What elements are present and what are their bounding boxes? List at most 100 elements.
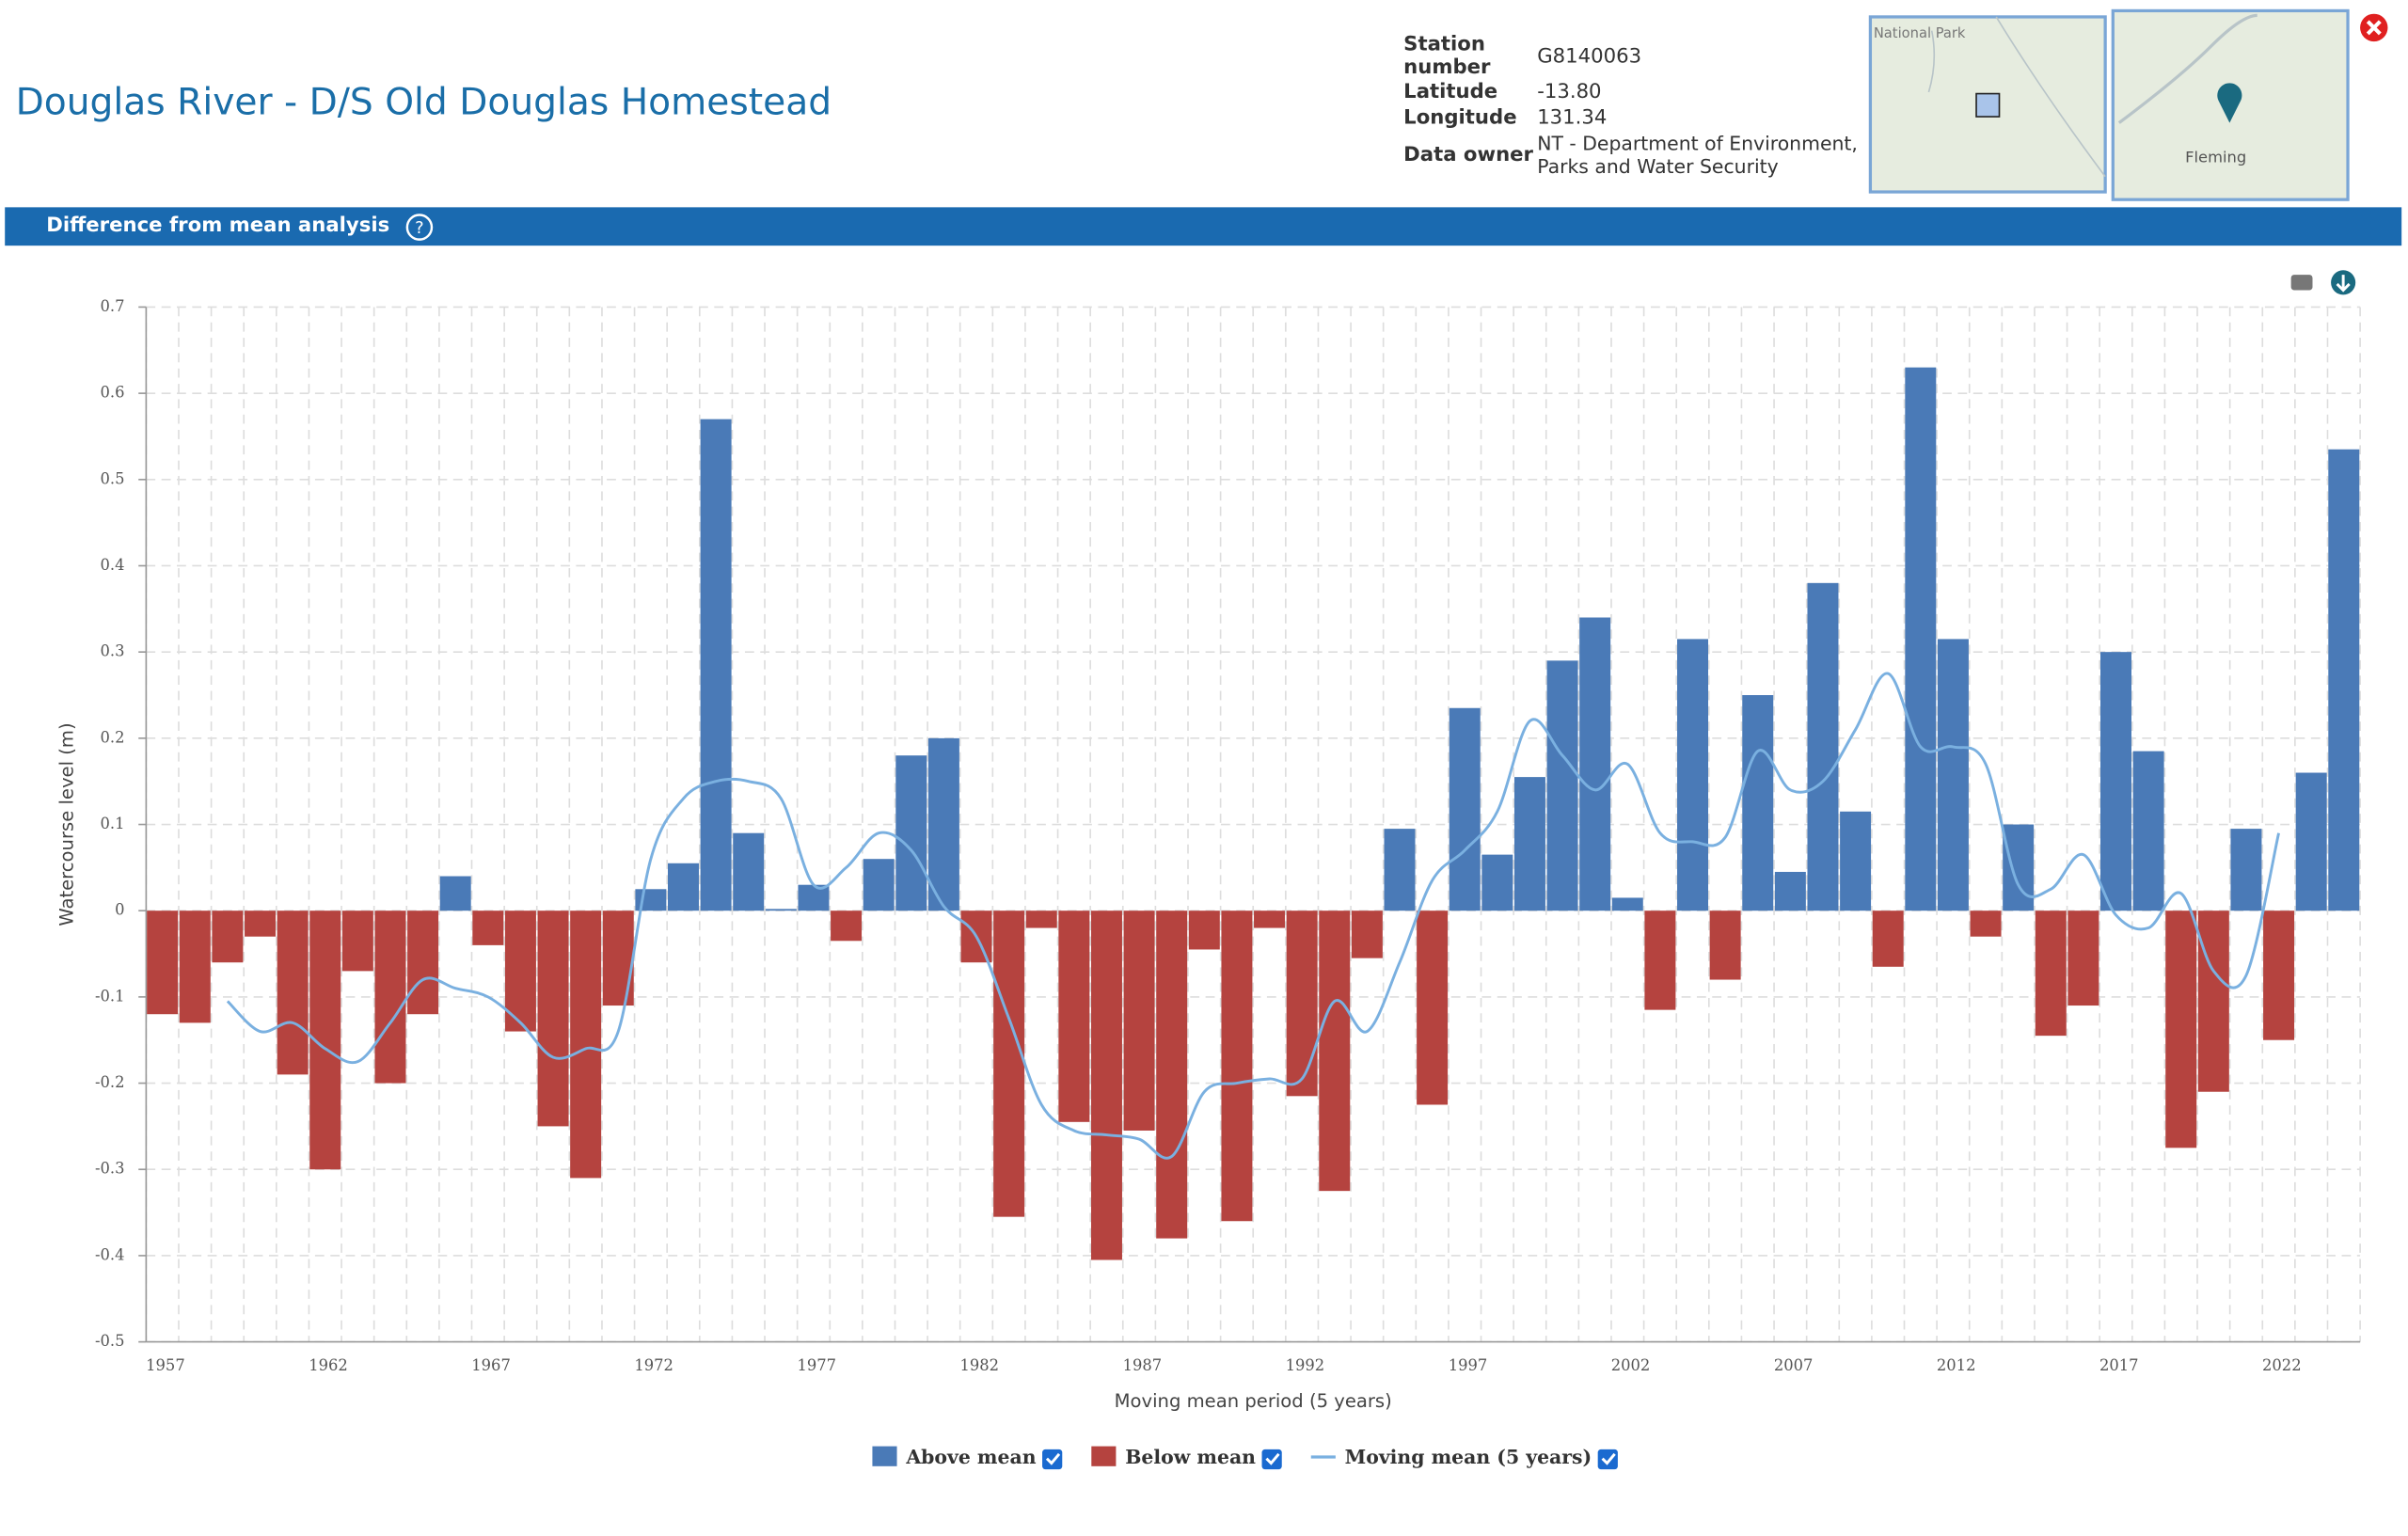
y-tick-label: 0	[115, 901, 124, 919]
y-tick-label: -0.2	[95, 1073, 124, 1091]
check-mark	[1265, 1452, 1280, 1465]
bar	[831, 911, 863, 942]
bar	[1644, 911, 1676, 1010]
bar	[147, 911, 179, 1015]
x-tick-label: 1957	[146, 1356, 185, 1374]
legend-label: Below mean	[1125, 1446, 1256, 1468]
bar	[700, 419, 732, 911]
y-tick-label: 0.1	[101, 815, 125, 832]
y-tick-label: 0.4	[101, 556, 125, 574]
close-icon	[2366, 20, 2382, 36]
bar	[1579, 617, 1611, 911]
bar	[765, 909, 797, 911]
x-tick-label: 1962	[309, 1356, 348, 1374]
bar	[895, 755, 927, 911]
legend-label: Moving mean (5 years)	[1345, 1446, 1592, 1468]
bar	[1905, 367, 1937, 911]
x-tick-label: 1977	[797, 1356, 836, 1374]
bar	[2165, 911, 2197, 1148]
bar	[1090, 911, 1122, 1260]
y-tick-label: 0.5	[101, 469, 125, 487]
station-info: Station number G8140063 Latitude -13.80 …	[1403, 32, 1858, 178]
legend-label: Above mean	[905, 1446, 1036, 1468]
bar	[277, 911, 309, 1075]
map-label: Fleming	[2185, 149, 2246, 166]
bar	[1417, 911, 1449, 1105]
bar	[179, 911, 211, 1023]
x-tick-label: 1967	[471, 1356, 511, 1374]
x-tick-label: 2022	[2262, 1356, 2302, 1374]
map-road	[1927, 16, 2106, 178]
info-label: Data owner	[1403, 143, 1533, 166]
legend-checkbox[interactable]	[1597, 1449, 1618, 1470]
page-title: Douglas River - D/S Old Douglas Homestea…	[16, 81, 832, 123]
x-tick-label: 2002	[1611, 1356, 1651, 1374]
bar	[1221, 911, 1253, 1222]
map-river	[2117, 13, 2258, 124]
download-icon	[2336, 275, 2351, 293]
section-bar	[5, 207, 2402, 246]
bar	[733, 832, 765, 911]
x-axis-title: Moving mean period (5 years)	[1115, 1390, 1392, 1412]
x-tick-label: 1982	[960, 1356, 1000, 1374]
bar	[472, 911, 504, 945]
bar	[1709, 911, 1741, 980]
y-tick-label: 0.3	[101, 642, 125, 660]
bar	[1513, 777, 1545, 911]
y-tick-label: 0.2	[101, 728, 125, 746]
bar	[341, 911, 373, 972]
x-tick-label: 2017	[2099, 1356, 2139, 1374]
x-tick-label: 1997	[1449, 1356, 1488, 1374]
y-tick-label: -0.5	[95, 1332, 124, 1350]
bar	[537, 911, 569, 1127]
bar	[2132, 751, 2164, 911]
info-value: 131.34	[1537, 106, 1607, 130]
bar	[439, 876, 471, 911]
info-value: G8140063	[1537, 44, 1641, 68]
legend-checkbox[interactable]	[1261, 1449, 1282, 1470]
bar	[212, 911, 244, 963]
legend-item[interactable]: Moving mean (5 years)	[1310, 1446, 1618, 1470]
y-tick-label: 0.6	[101, 384, 125, 402]
y-tick-label: -0.3	[95, 1160, 124, 1178]
bar	[1058, 911, 1090, 1122]
bar	[2035, 911, 2067, 1037]
bar	[2295, 772, 2327, 911]
bar	[504, 911, 536, 1032]
bar	[1286, 911, 1318, 1097]
bar	[602, 911, 634, 1006]
bar	[1774, 871, 1806, 911]
info-label: Latitude	[1403, 80, 1497, 103]
check-mark	[1601, 1452, 1616, 1465]
bar	[245, 911, 277, 937]
bar	[798, 884, 830, 911]
info-value: -13.80	[1537, 80, 1601, 103]
info-value: NT - Department of Environment, Parks and…	[1537, 132, 1858, 177]
plot: -0.5 -0.4 -0.3 -0.2 -0.1 0 0.1 0.2 0.3 0.4 0.5 0.6 0…	[56, 297, 2361, 1470]
help-icon[interactable]	[405, 214, 434, 241]
bar	[1840, 811, 1872, 911]
print-button[interactable]	[2290, 275, 2313, 291]
bar	[1025, 911, 1057, 928]
y-tick-label: -0.1	[95, 987, 124, 1005]
bar	[2067, 911, 2099, 1006]
bar	[1937, 639, 1969, 911]
bar	[374, 911, 406, 1084]
bar	[1481, 854, 1513, 911]
y-tick-label: -0.4	[95, 1245, 124, 1263]
info-label: Longitude	[1403, 106, 1516, 130]
bar	[2003, 824, 2035, 911]
legend-item[interactable]: Below mean	[1091, 1446, 1282, 1470]
bar	[1449, 707, 1481, 911]
y-tick-label: 0.7	[101, 297, 125, 315]
legend-item[interactable]: Above mean	[872, 1446, 1063, 1470]
bar	[2100, 652, 2131, 911]
bar	[1872, 911, 1904, 967]
moving-mean-line	[226, 672, 2281, 1160]
map-marker	[1975, 92, 2001, 118]
legend-checkbox[interactable]	[1042, 1449, 1063, 1470]
bar	[1970, 911, 2002, 937]
bar	[1384, 829, 1416, 911]
map-pin	[2217, 83, 2242, 123]
